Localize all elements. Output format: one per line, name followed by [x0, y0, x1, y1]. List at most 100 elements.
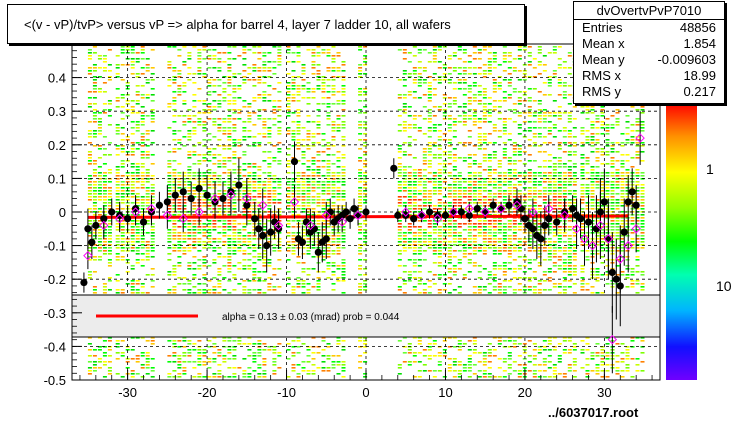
heat-cell [462, 67, 467, 69]
heat-cell [267, 94, 272, 96]
heat-cell [172, 235, 177, 237]
heat-cell [207, 361, 212, 363]
heat-cell [182, 277, 187, 279]
heat-cell [402, 127, 407, 129]
heat-cell [267, 130, 272, 132]
heat-cell [187, 250, 192, 252]
heat-cell [482, 46, 487, 48]
heat-cell [182, 172, 187, 174]
heat-cell [257, 70, 262, 72]
heat-cell [125, 193, 130, 195]
heat-cell [562, 247, 567, 249]
heat-cell [452, 202, 457, 204]
heat-cell [222, 76, 227, 78]
heat-cell [341, 154, 346, 156]
heat-cell [442, 274, 447, 276]
heat-cell [87, 343, 92, 345]
heat-cell [497, 112, 502, 114]
heat-cell [552, 283, 557, 285]
heat-cell [517, 268, 522, 270]
heat-cell [227, 280, 232, 282]
heat-cell [336, 232, 341, 234]
heat-cell [452, 244, 457, 246]
heat-cell [182, 355, 187, 357]
heat-cell [507, 82, 512, 84]
heat-cell [567, 259, 572, 261]
heat-cell [150, 175, 155, 177]
heat-cell [552, 265, 557, 267]
heat-cell [537, 133, 542, 135]
heat-cell [316, 220, 321, 222]
heat-cell [326, 91, 331, 93]
heat-cell [432, 106, 437, 108]
heat-cell [202, 349, 207, 351]
heat-cell [291, 97, 296, 99]
heat-cell [92, 196, 97, 198]
heat-cell [140, 172, 145, 174]
heat-cell [547, 127, 552, 129]
heat-cell [192, 46, 197, 48]
heat-cell [272, 67, 277, 69]
heat-cell [102, 340, 107, 342]
heat-cell [306, 247, 311, 249]
heat-cell [130, 73, 135, 75]
heat-cell [145, 205, 150, 207]
heat-cell [527, 127, 532, 129]
heat-cell [397, 94, 402, 96]
heat-cell [202, 76, 207, 78]
heat-cell [331, 70, 336, 72]
heat-cell [517, 184, 522, 186]
heat-cell [145, 253, 150, 255]
heat-cell [115, 67, 120, 69]
heat-cell [512, 88, 517, 90]
heat-cell [272, 178, 277, 180]
heat-cell [487, 109, 492, 111]
heat-cell [115, 169, 120, 171]
heat-cell [130, 61, 135, 63]
heat-cell [222, 157, 227, 159]
heat-cell [150, 370, 155, 372]
heat-cell [452, 289, 457, 291]
heat-cell [296, 352, 301, 354]
heat-cell [502, 55, 507, 57]
heat-cell [492, 109, 497, 111]
heat-cell [207, 82, 212, 84]
heat-cell [262, 61, 267, 63]
heat-cell [358, 172, 363, 174]
heat-cell [311, 244, 316, 246]
heat-cell [242, 76, 247, 78]
heat-cell [262, 109, 267, 111]
heat-cell [306, 166, 311, 168]
heat-cell [547, 82, 552, 84]
heat-cell [507, 139, 512, 141]
heat-cell [140, 178, 145, 180]
heat-cell [412, 73, 417, 75]
heat-cell [572, 229, 577, 231]
heat-cell [407, 52, 412, 54]
heat-cell [242, 223, 247, 225]
heat-cell [102, 235, 107, 237]
heat-cell [311, 163, 316, 165]
heat-cell [497, 229, 502, 231]
heat-cell [358, 121, 363, 123]
heat-cell [187, 247, 192, 249]
heat-cell [187, 223, 192, 225]
heat-cell [517, 289, 522, 291]
heat-cell [115, 190, 120, 192]
heat-cell [547, 79, 552, 81]
heat-cell [472, 244, 477, 246]
heat-cell [487, 244, 492, 246]
heat-cell [547, 244, 552, 246]
heat-cell [222, 205, 227, 207]
heat-cell [537, 127, 542, 129]
heat-cell [316, 142, 321, 144]
heat-cell [267, 238, 272, 240]
heat-cell [452, 130, 457, 132]
heat-cell [497, 88, 502, 90]
heat-cell [467, 235, 472, 237]
heat-cell [135, 85, 140, 87]
heat-cell [417, 172, 422, 174]
heat-cell [427, 247, 432, 249]
heat-cell [227, 67, 232, 69]
heat-cell [291, 133, 296, 135]
